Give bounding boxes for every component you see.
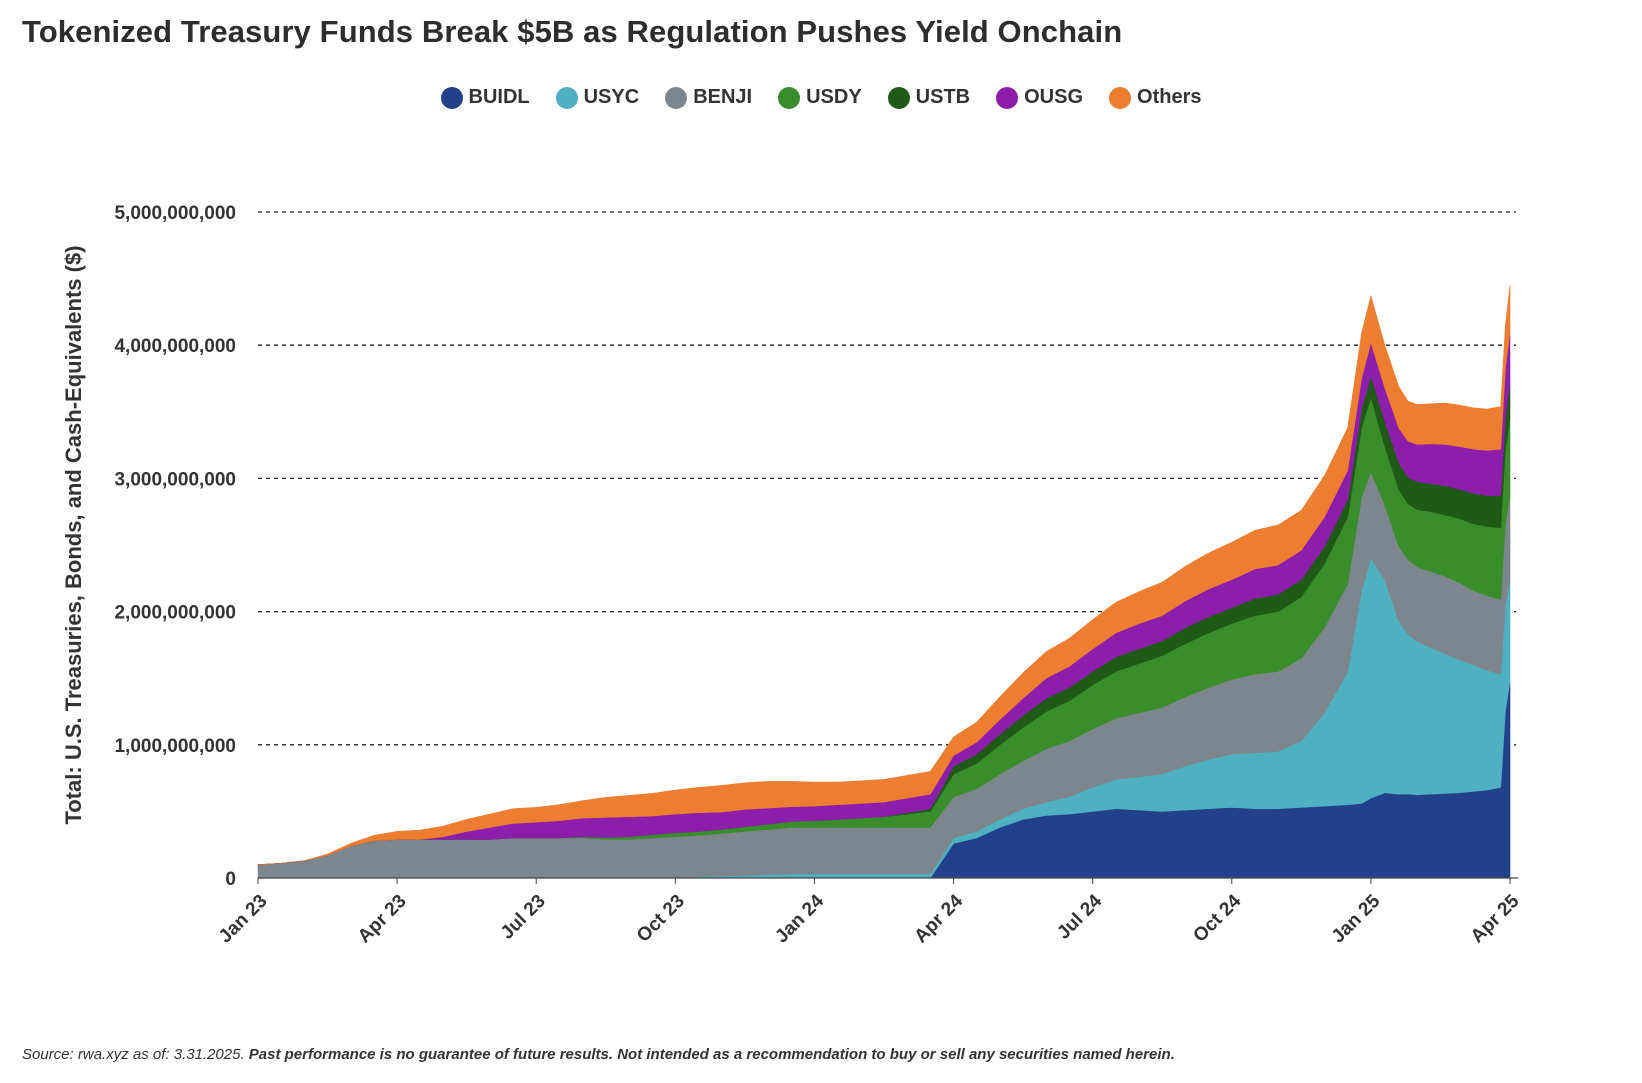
legend-label: BENJI <box>693 86 753 108</box>
chart-title: Tokenized Treasury Funds Break $5B as Re… <box>22 14 1123 49</box>
y-tick-label: 4,000,000,000 <box>114 336 236 357</box>
legend-label: BUIDL <box>468 86 530 108</box>
y-tick-label: 1,000,000,000 <box>114 736 236 757</box>
x-tick-label: Apr 23 <box>354 891 411 948</box>
legend-item-others: Others <box>1109 86 1202 109</box>
legend-label: USTB <box>915 86 971 108</box>
x-tick-label: Jul 24 <box>1053 890 1106 943</box>
source-prefix: Source: rwa.xyz as of: 3.31.2025. <box>22 1046 245 1063</box>
legend-item-ousg: OUSG <box>996 86 1083 109</box>
legend-label: USDY <box>806 86 862 108</box>
source-note: Source: rwa.xyz as of: 3.31.2025. Past p… <box>22 1046 1175 1063</box>
x-tick-label: Jan 24 <box>771 890 828 947</box>
legend-item-benji: BENJI <box>665 86 752 109</box>
legend-swatch <box>665 86 688 109</box>
y-tick-label: 5,000,000,000 <box>114 203 236 224</box>
x-tick-label: Apr 24 <box>910 890 967 947</box>
x-tick-label: Jan 23 <box>215 891 272 948</box>
legend-label: OUSG <box>1024 86 1084 108</box>
y-tick-label: 0 <box>225 869 236 890</box>
legend-item-usdy: USDY <box>778 86 862 109</box>
chart-legend: BUIDL USYC BENJI USDY USTB OUSG Others <box>0 86 1642 109</box>
legend-label: USYC <box>583 86 640 108</box>
area-others <box>257 285 1511 866</box>
x-tick-label: Oct 24 <box>1189 890 1245 946</box>
legend-swatch <box>1109 86 1132 109</box>
legend-swatch <box>778 86 801 109</box>
legend-swatch <box>996 86 1019 109</box>
legend-item-buidl: BUIDL <box>440 86 530 109</box>
legend-swatch <box>440 86 463 109</box>
stacked-area-chart: 0 1,000,000,000 2,000,000,000 3,000,000,000… <box>114 203 1524 948</box>
legend-swatch <box>555 86 578 109</box>
legend-item-ustb: USTB <box>887 86 971 109</box>
legend-swatch <box>887 86 910 109</box>
x-tick-label: Jan 25 <box>1328 890 1385 947</box>
legend-label: Others <box>1137 86 1202 108</box>
legend-item-usyc: USYC <box>555 86 640 109</box>
source-disclaimer: Past performance is no guarantee of futu… <box>248 1046 1175 1063</box>
y-tick-label: 3,000,000,000 <box>114 469 236 490</box>
x-tick-label: Oct 23 <box>633 891 689 947</box>
y-tick-label: 2,000,000,000 <box>114 603 236 624</box>
x-tick-label: Jul 23 <box>497 891 550 944</box>
x-tick-label: Apr 25 <box>1467 890 1524 947</box>
